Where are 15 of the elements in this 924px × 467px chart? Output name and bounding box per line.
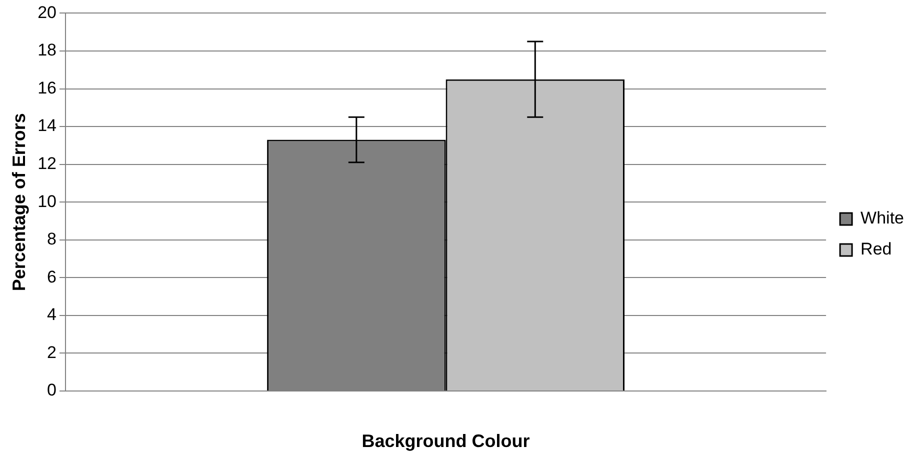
x-axis-title: Background Colour <box>362 431 530 452</box>
y-tick-label: 14 <box>38 116 57 136</box>
y-axis-title: Percentage of Errors <box>8 113 29 292</box>
y-tick-label: 4 <box>47 305 57 324</box>
legend-label: Red <box>860 240 892 259</box>
y-tick-label: 20 <box>38 2 57 22</box>
y-tick-label: 6 <box>47 267 57 286</box>
y-tick-label: 16 <box>38 78 57 98</box>
legend-label: White <box>860 208 904 228</box>
y-tick-label: 10 <box>38 192 57 211</box>
y-tick-label: 18 <box>38 40 57 60</box>
y-tick-label: 2 <box>47 342 57 362</box>
y-tick-label: 8 <box>47 230 57 249</box>
y-tick-label: 0 <box>47 380 57 400</box>
y-tick-label: 12 <box>38 154 57 174</box>
